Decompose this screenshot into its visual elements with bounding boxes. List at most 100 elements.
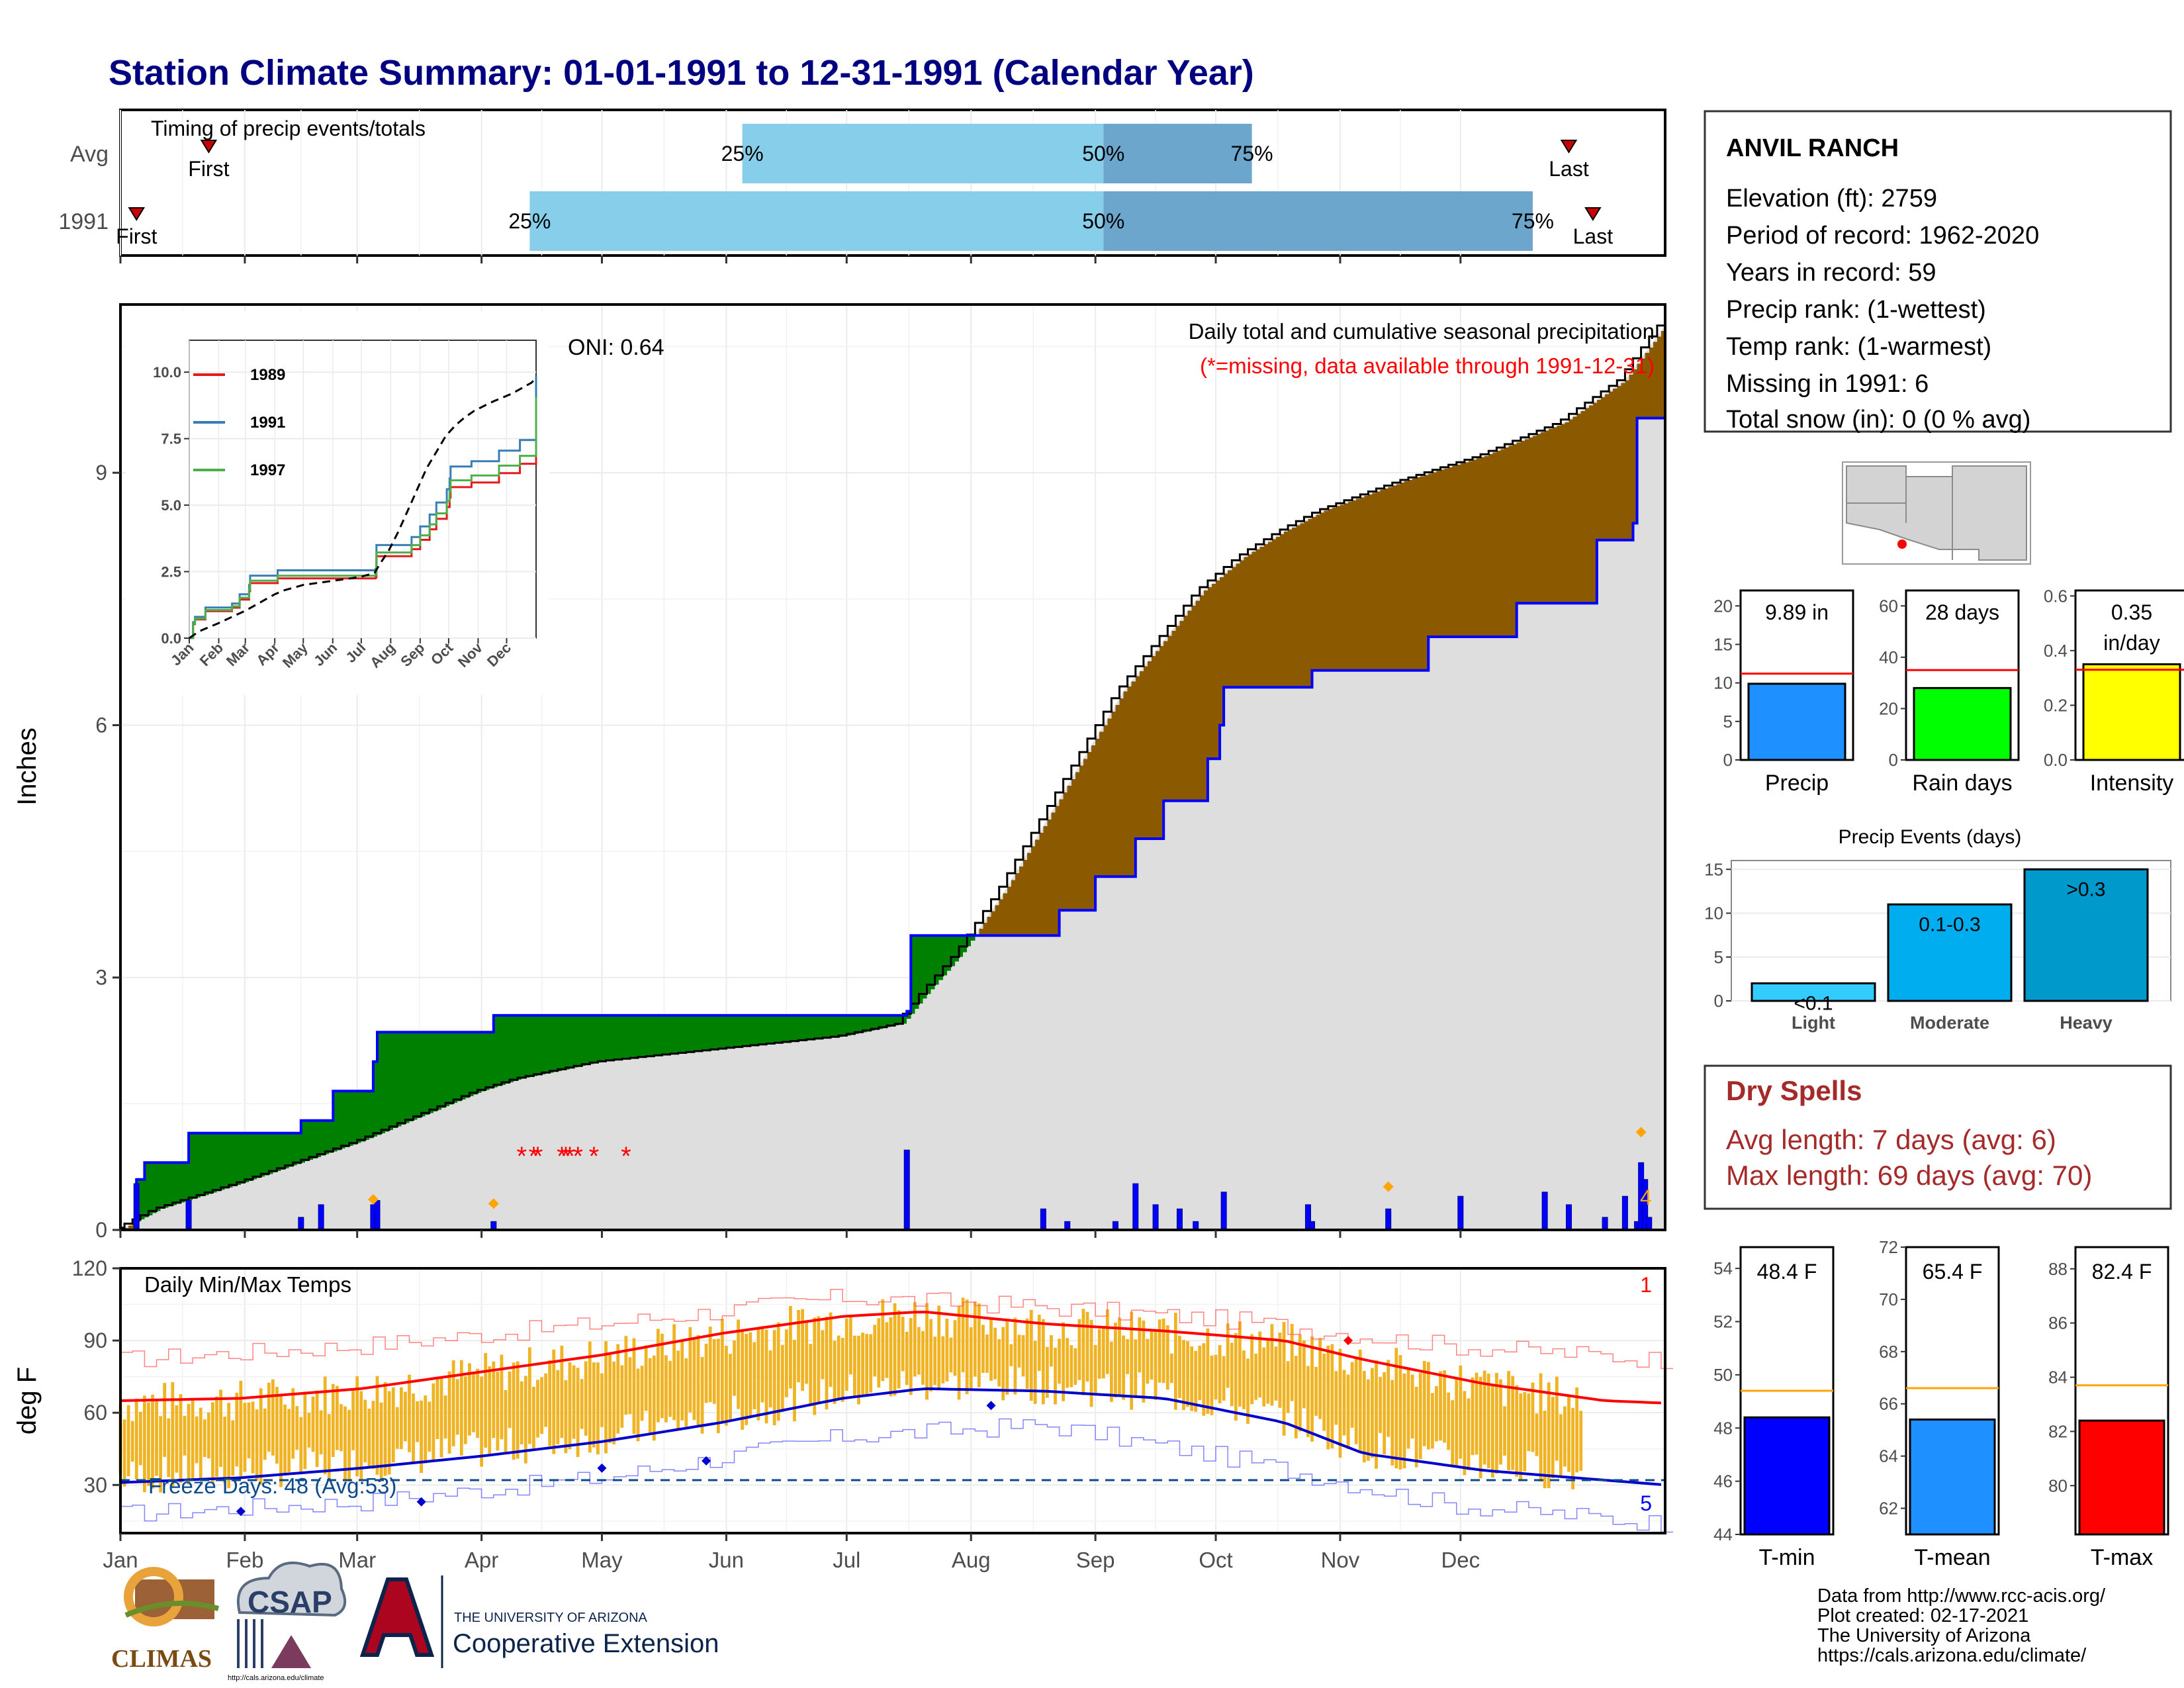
daily-temp-bar — [1218, 1344, 1222, 1404]
daily-temp-bar — [556, 1370, 560, 1444]
daily-temp-bar — [696, 1335, 700, 1425]
daily-temp-bar — [729, 1354, 732, 1421]
timing-pct-label: 50% — [1082, 209, 1124, 233]
csap-logo-bars — [237, 1619, 263, 1668]
daily-temp-bar — [379, 1402, 383, 1480]
inset-y-axis: 0.0 2.5 5.0 7.5 10.0 — [153, 364, 189, 647]
temp-y-axis: 30 60 90 120 — [72, 1256, 120, 1497]
daily-temp-bar — [636, 1368, 640, 1442]
daily-temp-bar — [1455, 1377, 1459, 1468]
daily-temp-bar — [865, 1334, 868, 1397]
daily-temp-bar — [1551, 1397, 1555, 1479]
daily-temp-bar — [1114, 1323, 1117, 1398]
last-marker — [1584, 207, 1602, 221]
daily-temp-bar — [155, 1399, 158, 1476]
daily-temp-bar — [1250, 1334, 1253, 1405]
summary-value-label: 28 days — [1925, 600, 1999, 624]
footer-line: The University of Arizona — [1817, 1625, 2031, 1646]
daily-temp-bar — [809, 1344, 813, 1407]
daily-temp-bar — [1186, 1340, 1189, 1407]
timing-row-avg: Avg — [70, 142, 109, 167]
page-title: Station Climate Summary: 01-01-1991 to 1… — [109, 53, 1254, 93]
daily-temp-bar — [1142, 1320, 1146, 1403]
csap-logo-text: CSAP — [248, 1585, 332, 1619]
daily-temp-bar — [628, 1357, 632, 1415]
daily-temp-bar — [1290, 1324, 1294, 1401]
events-bar-label: <0.1 — [1794, 993, 1833, 1015]
daily-temp-bar — [1435, 1385, 1438, 1442]
daily-temp-bar — [1242, 1350, 1246, 1409]
daily-temp-bar — [612, 1362, 616, 1444]
daily-temp-bar — [913, 1302, 917, 1377]
temp-summary-ytick-label: 64 — [1879, 1446, 1898, 1466]
precip-ytick-label: 6 — [95, 713, 107, 737]
daily-temp-bar — [1097, 1329, 1101, 1379]
daily-temp-bar — [1298, 1334, 1302, 1432]
daily-temp-bar — [917, 1327, 921, 1375]
daily-temp-bar — [672, 1324, 676, 1421]
temp-summary-value: 48.4 F — [1757, 1260, 1817, 1284]
temp-summary-ytick-label: 80 — [2048, 1476, 2068, 1495]
daily-temp-bar — [704, 1343, 708, 1403]
temp-label: Daily Min/Max Temps — [144, 1272, 351, 1297]
daily-temp-bar — [652, 1355, 656, 1441]
ua-logo: THE UNIVERSITY OF ARIZONA Cooperative Ex… — [359, 1575, 719, 1668]
daily-temp-bar — [439, 1378, 443, 1458]
daily-temp-bar — [760, 1326, 764, 1403]
daily-temp-bar — [768, 1350, 772, 1408]
summary-value-unit: in/day — [2103, 631, 2160, 655]
month-label: Jul — [833, 1548, 860, 1572]
daily-temp-bar — [1085, 1311, 1089, 1382]
climas-logo: CLIMAS — [111, 1567, 220, 1673]
daily-temp-bar — [708, 1327, 712, 1403]
daily-temp-bar — [1021, 1335, 1025, 1377]
daily-temp-bar — [1246, 1358, 1250, 1424]
footer-credits: Data from http://www.rcc-acis.org/ Plot … — [1817, 1585, 2106, 1666]
daily-temp-bar — [1210, 1355, 1214, 1415]
inset-avg-line — [189, 377, 537, 639]
summary-bar-name: Rain days — [1912, 771, 2012, 796]
temp-record-marker — [986, 1401, 996, 1411]
daily-temp-bar — [712, 1338, 716, 1404]
month-label: Mar — [338, 1548, 376, 1572]
daily-temp-bar — [303, 1391, 307, 1470]
daily-temp-bar — [1178, 1335, 1181, 1398]
temp-summary-ytick-label: 86 — [2048, 1313, 2068, 1333]
daily-temp-bar — [142, 1395, 146, 1493]
daily-temp-bar — [793, 1339, 796, 1422]
daily-temp-bar — [632, 1338, 636, 1434]
daily-temp-bar — [243, 1403, 247, 1472]
daily-temp-bar — [957, 1305, 961, 1400]
missing-day-marker: * — [533, 1142, 543, 1171]
temp-summary-ytick-label: 68 — [1879, 1342, 1898, 1362]
daily-temp-bar — [323, 1376, 327, 1475]
station-line: Period of record: 1962-2020 — [1726, 222, 2039, 250]
daily-temp-bar — [1154, 1330, 1158, 1400]
precip-corner-count: 4 — [1640, 1186, 1652, 1209]
missing-day-marker: * — [589, 1142, 600, 1171]
missing-day-marker: * — [561, 1142, 571, 1171]
daily-temp-bar — [1054, 1347, 1057, 1405]
dry-spells-frame — [1704, 1064, 2172, 1210]
daily-temp-bar — [1017, 1335, 1021, 1368]
month-label: Dec — [1441, 1548, 1480, 1572]
daily-temp-bar — [1254, 1353, 1258, 1400]
dry-spells-avg: Avg length: 7 days (avg: 6) — [1726, 1124, 2056, 1155]
daily-temp-bar — [580, 1379, 584, 1429]
daily-temp-bar — [1146, 1338, 1150, 1384]
temp-summary-bar — [1909, 1418, 1996, 1536]
daily-temp-bar — [592, 1362, 596, 1448]
daily-precip-bar — [1541, 1192, 1548, 1231]
events-bar-label: 0.1-0.3 — [1919, 914, 1980, 935]
daily-temp-bar — [1037, 1315, 1041, 1372]
daily-temp-bar — [985, 1335, 989, 1373]
daily-precip-marker — [1635, 1127, 1647, 1138]
daily-temp-bar — [1366, 1379, 1370, 1461]
daily-temp-bar — [1089, 1319, 1093, 1407]
inset-ytick-label: 10.0 — [153, 364, 181, 381]
daily-temp-bar — [993, 1327, 997, 1380]
daily-temp-bar — [817, 1316, 821, 1403]
missing-day-marker: * — [557, 1142, 567, 1171]
daily-temp-bar — [925, 1303, 929, 1400]
